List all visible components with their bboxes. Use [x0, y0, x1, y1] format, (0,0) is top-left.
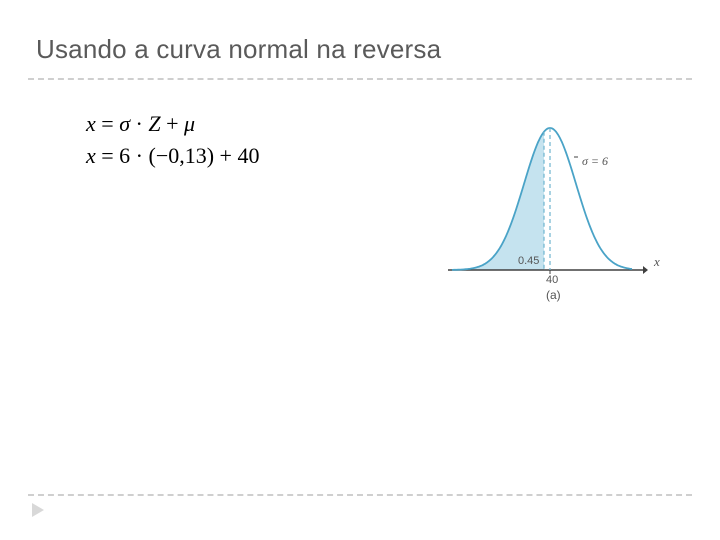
- svg-text:40: 40: [546, 274, 558, 286]
- normal-curve-chart: 0.45 40 σ = 6 x (a): [440, 110, 670, 320]
- divider-bottom: [28, 494, 692, 496]
- equation-block: x = σ · Z + μ x = 6 · (−0,13) + 40: [86, 108, 259, 172]
- svg-text:x: x: [653, 254, 660, 269]
- equation-line-1: x = σ · Z + μ: [86, 108, 259, 140]
- equation-line-2: x = 6 · (−0,13) + 40: [86, 140, 259, 172]
- footer-arrow-icon: [32, 503, 44, 517]
- svg-text:(a): (a): [546, 288, 561, 302]
- normal-curve-svg: 0.45 40 σ = 6 x (a): [440, 110, 670, 320]
- slide-title: Usando a curva normal na reversa: [36, 34, 684, 65]
- divider-top: [28, 78, 692, 80]
- svg-text:σ = 6: σ = 6: [582, 154, 608, 168]
- svg-text:0.45: 0.45: [518, 255, 539, 267]
- title-row: Usando a curva normal na reversa: [36, 34, 684, 65]
- slide-container: Usando a curva normal na reversa x = σ ·…: [0, 0, 720, 540]
